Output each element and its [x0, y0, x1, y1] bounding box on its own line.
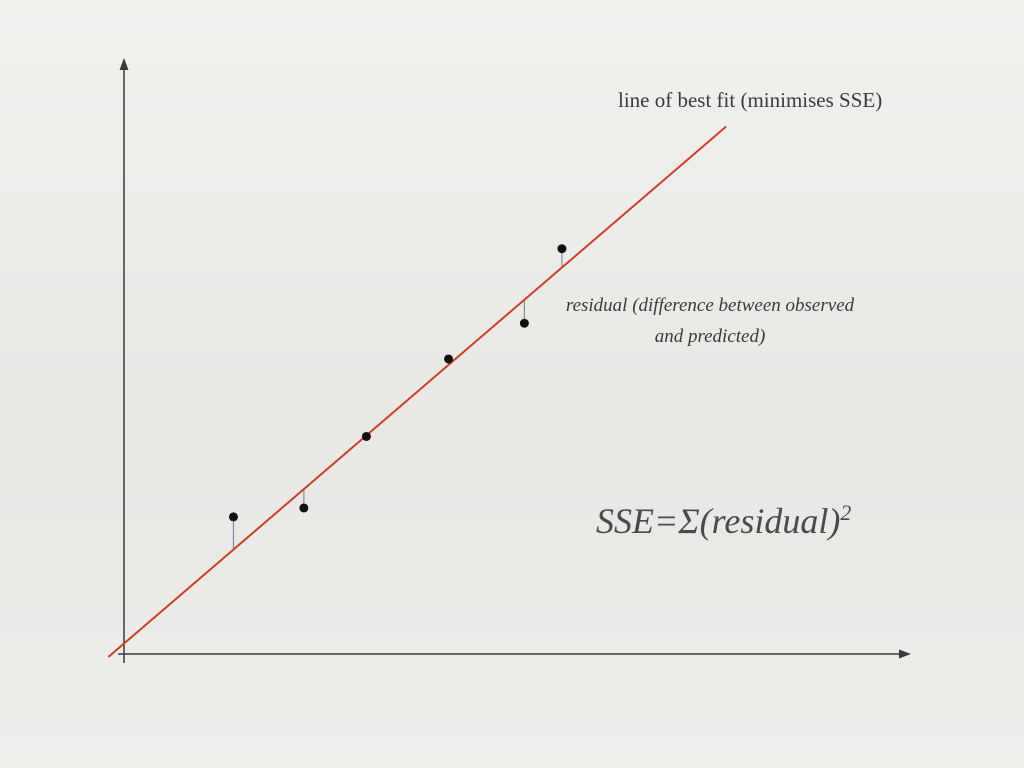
data-point — [361, 431, 371, 441]
data-point — [299, 503, 309, 513]
data-point — [444, 354, 454, 364]
y-axis-arrowhead — [119, 58, 129, 70]
x-axis-arrowhead — [899, 649, 911, 659]
data-point — [557, 244, 567, 254]
sse-formula-base: SSE=Σ(residual) — [596, 501, 841, 541]
sse-formula-exponent: 2 — [840, 500, 852, 525]
data-point — [519, 318, 529, 328]
residual-label: residual (difference between observed an… — [565, 295, 855, 347]
data-point — [228, 512, 238, 522]
best-fit-line — [107, 125, 727, 658]
sse-formula: SSE=Σ(residual)2 — [596, 500, 851, 542]
best-fit-line-label: line of best fit (minimises SSE) — [618, 88, 883, 112]
residual-lines — [232, 248, 563, 550]
data-points — [228, 244, 567, 522]
